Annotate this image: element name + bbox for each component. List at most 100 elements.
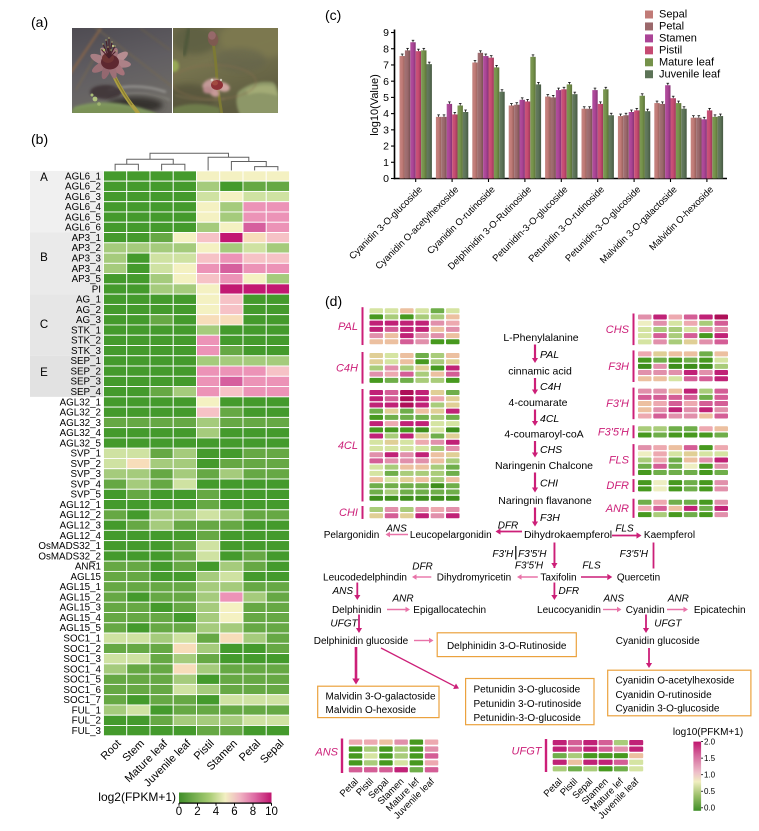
- svg-text:FLS: FLS: [609, 455, 630, 467]
- svg-text:SVP_4: SVP_4: [70, 479, 101, 490]
- svg-text:ANS: ANS: [385, 524, 407, 535]
- svg-text:Cyanidin O-acetylhexoside: Cyanidin O-acetylhexoside: [616, 676, 735, 687]
- svg-text:F3'H: F3'H: [606, 398, 629, 410]
- svg-text:Cyanidin 3-O-glucoside: Cyanidin 3-O-glucoside: [616, 704, 720, 715]
- svg-text:AGL12_4: AGL12_4: [60, 531, 102, 542]
- svg-text:Quercetin: Quercetin: [617, 573, 660, 584]
- svg-text:10: 10: [265, 806, 278, 818]
- svg-text:F3H: F3H: [608, 361, 629, 373]
- svg-text:2: 2: [383, 141, 389, 153]
- svg-text:cinnamic acid: cinnamic acid: [508, 366, 572, 378]
- svg-text:Juvenile leaf: Juvenile leaf: [659, 69, 721, 81]
- svg-text:STK_1: STK_1: [71, 325, 101, 336]
- svg-text:Malvidin O-hexoside: Malvidin O-hexoside: [326, 705, 417, 716]
- svg-text:DFR: DFR: [498, 521, 519, 532]
- svg-text:Delphinidin: Delphinidin: [332, 605, 381, 616]
- svg-text:A: A: [40, 172, 48, 184]
- svg-text:F3'5'H: F3'5'H: [518, 549, 547, 560]
- svg-text:SVP_1: SVP_1: [70, 449, 101, 460]
- svg-text:7: 7: [383, 60, 389, 72]
- svg-text:Leucodedelphindin: Leucodedelphindin: [323, 573, 407, 584]
- svg-text:AGL15_3: AGL15_3: [60, 603, 102, 614]
- svg-text:C: C: [40, 319, 48, 331]
- svg-text:log10(Value): log10(Value): [369, 74, 381, 136]
- svg-text:Delphinidin glucoside: Delphinidin glucoside: [314, 636, 409, 647]
- svg-text:SVP_3: SVP_3: [70, 469, 101, 480]
- svg-text:AGL6_4: AGL6_4: [65, 202, 102, 213]
- svg-text:ANR: ANR: [667, 594, 689, 605]
- svg-text:Leucocyanidin: Leucocyanidin: [537, 605, 601, 616]
- svg-text:1.5: 1.5: [704, 754, 716, 763]
- svg-text:AGL15: AGL15: [70, 572, 101, 583]
- svg-text:4CL: 4CL: [338, 440, 358, 452]
- svg-text:0: 0: [383, 173, 389, 185]
- svg-text:AGL15_1: AGL15_1: [60, 582, 101, 593]
- svg-text:Delphinidin 3-O-Rutinoside: Delphinidin 3-O-Rutinoside: [447, 641, 567, 652]
- svg-text:B: B: [40, 252, 48, 264]
- svg-text:F3'H: F3'H: [492, 549, 514, 560]
- svg-text:(b): (b): [31, 131, 48, 147]
- svg-text:AP3_2: AP3_2: [72, 243, 101, 254]
- svg-text:DFR: DFR: [412, 562, 433, 573]
- svg-text:F3'5'H: F3'5'H: [620, 549, 649, 560]
- svg-text:8: 8: [383, 43, 389, 55]
- svg-text:AGL12_2: AGL12_2: [60, 510, 101, 521]
- svg-text:Dihydrokaempferol: Dihydrokaempferol: [524, 529, 612, 541]
- svg-text:PI: PI: [92, 284, 101, 295]
- svg-text:SOC1_2: SOC1_2: [63, 644, 101, 655]
- svg-text:1: 1: [383, 157, 389, 169]
- svg-text:(c): (c): [325, 7, 341, 23]
- svg-text:SOC1_7: SOC1_7: [63, 695, 101, 706]
- svg-text:SOC1_6: SOC1_6: [63, 685, 101, 696]
- svg-text:2.0: 2.0: [704, 737, 716, 746]
- svg-text:4-coumaroyl-coA: 4-coumaroyl-coA: [504, 429, 583, 441]
- svg-text:3: 3: [383, 124, 389, 136]
- svg-text:F3'5'H: F3'5'H: [515, 561, 544, 572]
- svg-text:AGL6_3: AGL6_3: [65, 192, 102, 203]
- svg-text:CHS: CHS: [540, 444, 562, 456]
- svg-text:Petal: Petal: [659, 21, 684, 33]
- svg-text:FUL_1: FUL_1: [72, 705, 101, 716]
- svg-text:AGL15_5: AGL15_5: [60, 623, 102, 634]
- svg-text:SEP_2: SEP_2: [70, 367, 101, 378]
- svg-text:UFGT: UFGT: [654, 618, 682, 629]
- svg-text:DFR: DFR: [606, 480, 629, 492]
- svg-text:Cyanidin glucoside: Cyanidin glucoside: [616, 636, 700, 647]
- svg-text:ANR: ANR: [605, 503, 629, 515]
- svg-text:9: 9: [383, 27, 389, 39]
- svg-text:SOC1_4: SOC1_4: [63, 664, 101, 675]
- svg-text:Cyanidin O-rutinoside: Cyanidin O-rutinoside: [616, 690, 713, 701]
- svg-text:Pelargonidin: Pelargonidin: [324, 530, 380, 541]
- svg-text:PAL: PAL: [540, 349, 559, 361]
- svg-text:Petunidin 3-O-glucoside: Petunidin 3-O-glucoside: [474, 685, 581, 696]
- svg-text:SOC1_1: SOC1_1: [63, 634, 101, 645]
- svg-text:AGL15_2: AGL15_2: [60, 592, 101, 603]
- svg-text:L-Phenylalanine: L-Phenylalanine: [503, 332, 578, 344]
- svg-text:0.0: 0.0: [704, 804, 716, 813]
- svg-text:Naringenin Chalcone: Naringenin Chalcone: [495, 460, 593, 472]
- svg-text:FUL_2: FUL_2: [72, 716, 101, 727]
- svg-text:CHI: CHI: [540, 478, 558, 490]
- svg-text:8: 8: [250, 806, 256, 818]
- svg-text:FLS: FLS: [615, 524, 634, 535]
- svg-text:0.5: 0.5: [704, 787, 716, 796]
- svg-text:(a): (a): [31, 14, 48, 30]
- svg-text:Malvidin 3-O-galactoside: Malvidin 3-O-galactoside: [326, 692, 436, 703]
- svg-text:FUL_3: FUL_3: [72, 726, 102, 737]
- svg-text:Petunidin 3-O-rutinoside: Petunidin 3-O-rutinoside: [474, 699, 582, 710]
- svg-text:AGL32_2: AGL32_2: [60, 408, 101, 419]
- svg-text:Taxifolin: Taxifolin: [540, 573, 576, 584]
- svg-text:5: 5: [383, 92, 389, 104]
- svg-text:AGL15_4: AGL15_4: [60, 613, 102, 624]
- svg-text:AGL12_3: AGL12_3: [60, 521, 102, 532]
- svg-text:6: 6: [383, 76, 389, 88]
- svg-text:Stamen: Stamen: [659, 33, 697, 45]
- svg-text:SEP_1: SEP_1: [70, 356, 101, 367]
- svg-text:FLS: FLS: [582, 561, 601, 572]
- svg-text:AGL32_5: AGL32_5: [60, 438, 102, 449]
- svg-text:log2(FPKM+1): log2(FPKM+1): [98, 790, 176, 804]
- svg-text:SOC1_5: SOC1_5: [63, 675, 101, 686]
- svg-text:AG_1: AG_1: [76, 295, 101, 306]
- svg-text:2: 2: [194, 806, 200, 818]
- svg-text:CHI: CHI: [339, 507, 358, 519]
